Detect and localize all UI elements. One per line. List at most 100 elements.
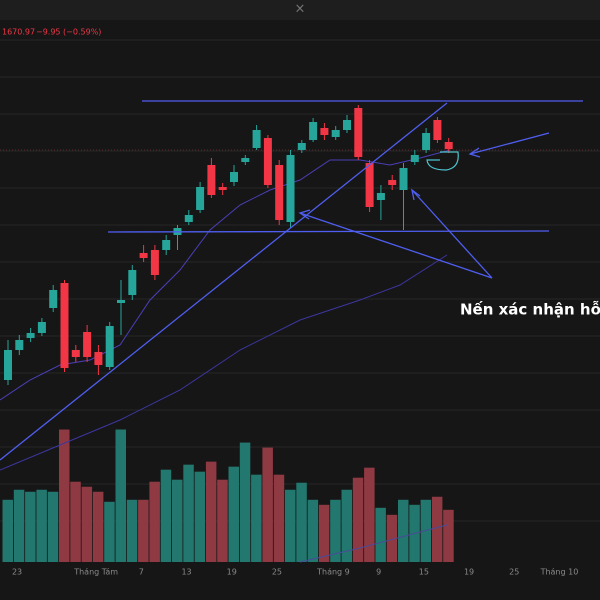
volume-bar [92, 491, 104, 562]
volume-bar [104, 501, 115, 562]
x-tick-label: 19 [227, 568, 237, 577]
candle-body [252, 130, 261, 148]
candle-body [343, 120, 351, 130]
candle-body [309, 122, 318, 140]
candle-body [71, 350, 80, 357]
volume-bar [194, 471, 206, 562]
x-tick-label: 15 [419, 568, 429, 577]
x-tick-label: 25 [272, 568, 282, 577]
volume-bar [13, 489, 25, 562]
volume-bar [273, 474, 285, 562]
last-price: 1670.97 [2, 28, 35, 37]
grid [0, 39, 600, 522]
x-tick-label: 19 [464, 568, 474, 577]
candle-body [433, 120, 442, 140]
x-axis-bg [0, 563, 600, 600]
volume-bar [70, 481, 81, 562]
volume-bar [183, 464, 194, 562]
x-tick-label: 9 [376, 568, 381, 577]
candle-body [399, 168, 408, 190]
volume-bar [228, 466, 239, 562]
volume-bar [307, 499, 319, 562]
candle-body [410, 155, 419, 162]
candle-body [376, 193, 385, 200]
volume-bar [296, 482, 307, 562]
volume-bar [81, 486, 93, 562]
candle-body [105, 326, 114, 367]
candle-body [331, 130, 340, 137]
candle-body [354, 108, 363, 157]
volume-bar [205, 461, 217, 562]
candle-body [128, 270, 137, 295]
candle-body [388, 180, 397, 185]
annotation: Nến xác nhận hỗ tr [460, 300, 600, 319]
volume-bar [386, 514, 398, 562]
volume-bar [375, 507, 386, 562]
volume-bar [251, 474, 262, 562]
volume-bar [217, 479, 228, 562]
candles [4, 105, 453, 385]
x-tick-label: Tháng 9 [316, 568, 350, 577]
indicators [0, 149, 451, 563]
x-tick-label: 25 [509, 568, 519, 577]
volume-bar [59, 429, 70, 562]
volume-bar [443, 509, 454, 562]
candle-body [60, 283, 69, 368]
volume-bar [138, 499, 149, 562]
x-tick-label: 7 [139, 568, 144, 577]
candle-body [286, 155, 295, 222]
candle-body [422, 133, 431, 150]
candle-body [4, 350, 12, 380]
candle-body [162, 240, 171, 250]
x-tick-label: Tháng Tám [73, 568, 118, 577]
close-icon[interactable]: × [295, 2, 306, 17]
volume-bar [160, 469, 172, 562]
volume-bar [262, 447, 273, 562]
candle-body [196, 187, 205, 210]
candle-body [297, 143, 306, 150]
volume-bar [352, 477, 364, 562]
volume-bar [149, 481, 160, 562]
price-change: −9.95 (−0.59%) [36, 28, 101, 37]
candle-body [444, 142, 453, 150]
candle-body [150, 250, 159, 275]
volume-bar [47, 491, 59, 562]
volume-bar [126, 499, 138, 562]
candle-body [218, 187, 227, 190]
volume-bar [330, 499, 341, 562]
candle-body [94, 352, 103, 365]
candle-body [230, 172, 238, 182]
x-tick-label: 23 [12, 568, 22, 577]
volume-bar [431, 496, 443, 562]
volume-bar [341, 489, 352, 562]
candle-body [207, 165, 216, 195]
x-tick-label: Tháng 10 [540, 568, 579, 577]
candle-body [49, 290, 58, 308]
volume-bar [172, 479, 183, 562]
candle-body [15, 340, 24, 350]
candle-body [263, 138, 272, 185]
volume-bar [285, 489, 296, 562]
volume-bar [2, 499, 13, 562]
x-tick-label: 13 [181, 568, 191, 577]
top-bar [0, 0, 600, 20]
candle-body [184, 215, 193, 222]
candle-body [83, 332, 92, 357]
candle-body [320, 128, 329, 135]
candle-body [139, 253, 148, 258]
drawings [0, 100, 583, 461]
candle-body [117, 300, 125, 303]
candle-body [365, 163, 374, 207]
volume-bar [318, 504, 330, 562]
volume-bar [115, 429, 126, 562]
x-axis: 23 Tháng Tám 7 13 19 25 Tháng 9 9 15 19 25 Tháng 10 [0, 563, 600, 600]
volume-bar [398, 499, 409, 562]
volume-bar [239, 442, 251, 562]
volume-layer [2, 429, 454, 562]
volume-bar [364, 467, 375, 562]
candle-body [26, 333, 35, 338]
candle-body [241, 158, 250, 162]
candle-body [275, 165, 284, 220]
volume-bar [36, 489, 47, 562]
